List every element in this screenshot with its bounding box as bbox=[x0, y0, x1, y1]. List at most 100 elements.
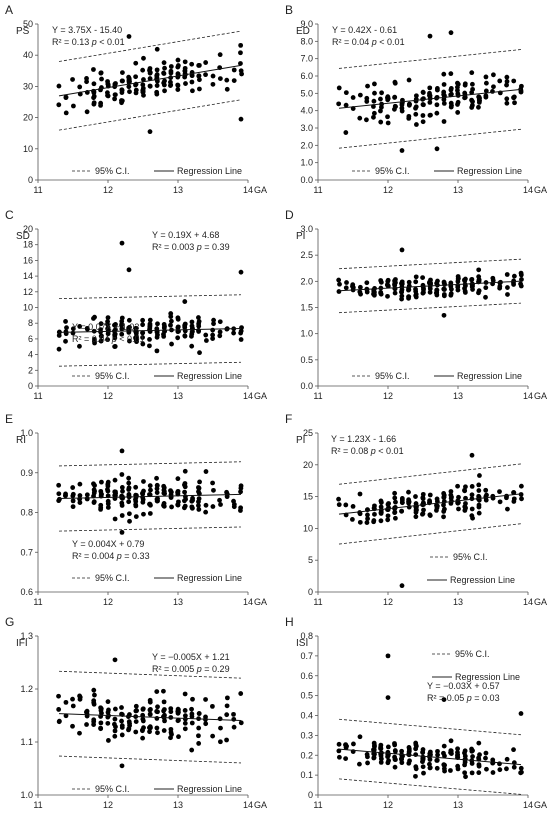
data-point bbox=[504, 272, 510, 277]
data-point bbox=[441, 502, 446, 508]
data-point bbox=[497, 78, 503, 84]
data-point bbox=[119, 723, 125, 729]
data-point bbox=[365, 754, 370, 760]
regression-equation: Y = 0.19X + 4.68 bbox=[152, 230, 219, 240]
data-point bbox=[371, 98, 377, 104]
data-point bbox=[469, 484, 475, 489]
data-point bbox=[141, 511, 146, 517]
outlier-point bbox=[434, 146, 440, 152]
data-point bbox=[378, 291, 384, 297]
data-point bbox=[469, 492, 475, 498]
data-point bbox=[518, 272, 524, 278]
data-point bbox=[421, 770, 426, 776]
data-point bbox=[372, 511, 377, 517]
data-point bbox=[385, 293, 390, 299]
outlier-point bbox=[238, 269, 244, 275]
data-point bbox=[385, 513, 391, 519]
data-point bbox=[133, 729, 139, 735]
data-point bbox=[505, 292, 510, 297]
data-point bbox=[483, 80, 489, 86]
y-tick-label: 0.3 bbox=[300, 730, 313, 740]
data-point bbox=[182, 68, 188, 74]
data-point bbox=[63, 110, 69, 116]
data-point bbox=[484, 766, 489, 772]
data-point bbox=[379, 90, 384, 96]
data-point bbox=[518, 770, 524, 776]
data-point bbox=[168, 83, 173, 88]
data-point bbox=[133, 337, 139, 343]
data-point bbox=[182, 74, 188, 80]
x-axis-label: GA bbox=[534, 185, 547, 195]
data-point bbox=[119, 98, 125, 104]
data-point bbox=[413, 93, 419, 99]
data-point bbox=[77, 500, 83, 505]
data-point bbox=[147, 322, 153, 328]
scatter-points bbox=[56, 657, 244, 769]
panel-letter: E bbox=[5, 412, 13, 426]
data-point bbox=[133, 502, 139, 508]
data-point bbox=[238, 337, 244, 342]
data-point bbox=[105, 93, 111, 99]
data-point bbox=[210, 332, 216, 338]
data-point bbox=[56, 83, 62, 89]
legend-ci-label: 95% C.I. bbox=[375, 166, 410, 176]
data-point bbox=[105, 337, 111, 343]
data-point bbox=[350, 503, 356, 509]
data-point bbox=[119, 732, 125, 738]
x-axis-label: GA bbox=[254, 800, 267, 810]
data-point bbox=[441, 499, 447, 504]
data-point bbox=[470, 282, 475, 287]
y-tick-label: 2.0 bbox=[300, 276, 313, 286]
data-point bbox=[448, 489, 454, 494]
x-tick-label: 14 bbox=[243, 800, 253, 810]
data-point bbox=[182, 691, 188, 697]
data-point bbox=[92, 336, 97, 342]
data-point bbox=[175, 476, 181, 482]
regression-line bbox=[58, 493, 242, 500]
data-point bbox=[442, 286, 447, 292]
r-squared-text: R² = 0.05 p = 0.03 bbox=[427, 693, 500, 703]
data-point bbox=[120, 70, 125, 76]
data-point bbox=[336, 496, 341, 502]
outlier-point bbox=[427, 33, 433, 39]
data-point bbox=[371, 519, 377, 525]
data-point bbox=[140, 317, 146, 323]
y-tick-label: 0.0 bbox=[300, 175, 313, 185]
data-point bbox=[518, 281, 523, 287]
data-point bbox=[203, 721, 209, 727]
data-point bbox=[161, 707, 167, 712]
data-point bbox=[231, 78, 237, 83]
regression-equation: Y = −0.03X + 0.57 bbox=[427, 681, 500, 691]
p-value-rest: < 0.01 bbox=[97, 37, 125, 47]
data-point bbox=[343, 102, 349, 108]
data-point bbox=[463, 774, 468, 780]
data-point bbox=[469, 70, 475, 76]
data-point bbox=[56, 333, 62, 338]
data-point bbox=[112, 516, 118, 522]
data-point bbox=[98, 705, 103, 711]
data-point bbox=[434, 758, 440, 763]
data-point bbox=[518, 765, 524, 771]
panel-a: APS 0 10 20 30 40 50 11 12 13 14 GA Y = 3.75X - 15.4… bbox=[5, 3, 267, 195]
data-point bbox=[196, 711, 202, 716]
data-point bbox=[393, 277, 398, 282]
scatter-points bbox=[56, 34, 244, 135]
data-point bbox=[455, 287, 461, 293]
data-point bbox=[169, 504, 174, 510]
data-point bbox=[210, 480, 215, 486]
data-point bbox=[182, 489, 187, 495]
data-point bbox=[456, 494, 461, 500]
data-point bbox=[476, 290, 481, 296]
data-point bbox=[399, 499, 405, 505]
y-tick-label: 16 bbox=[23, 255, 33, 265]
y-tick-label: 30 bbox=[23, 81, 33, 91]
data-point bbox=[127, 721, 132, 726]
data-point bbox=[364, 280, 370, 286]
data-point bbox=[197, 86, 202, 92]
data-point bbox=[203, 502, 209, 508]
data-point bbox=[519, 277, 524, 282]
data-point bbox=[448, 292, 454, 298]
scatter-points bbox=[336, 452, 524, 589]
data-point bbox=[365, 83, 370, 89]
data-point bbox=[413, 764, 419, 770]
